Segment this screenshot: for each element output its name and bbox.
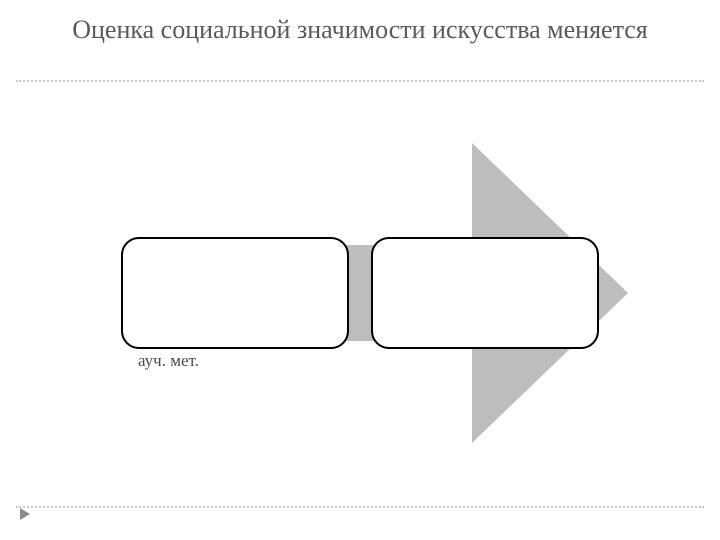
arrow-shape: [140, 143, 628, 443]
next-slide-button[interactable]: [18, 507, 32, 526]
play-icon: [18, 507, 32, 521]
slide: Оценка социальной значимости искусства м…: [0, 0, 720, 540]
arrow-diagram: ауч. мет.: [0, 105, 720, 480]
block-arrow-icon: [80, 123, 640, 463]
divider-bottom: [16, 506, 704, 508]
hidden-text-fragment: ауч. мет.: [138, 351, 199, 371]
divider-top: [16, 80, 704, 82]
slide-title: Оценка социальной значимости искусства м…: [0, 14, 720, 47]
